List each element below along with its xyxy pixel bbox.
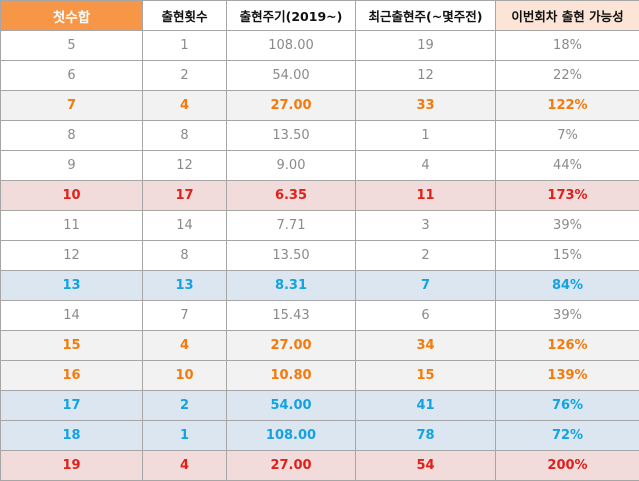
cell-first-sum: 8 (0, 120, 143, 151)
cell-count: 1 (142, 30, 227, 61)
cell-recent: 1 (355, 120, 496, 151)
cell-probability: 139% (495, 360, 639, 391)
cell-recent: 7 (355, 270, 496, 301)
cell-first-sum: 7 (0, 90, 143, 121)
table-row: 17 2 54.00 41 76% (0, 390, 639, 421)
cell-recent: 41 (355, 390, 496, 421)
header-probability: 이번회차 출현 가능성 (495, 0, 639, 31)
cell-first-sum: 5 (0, 30, 143, 61)
cell-recent: 34 (355, 330, 496, 361)
cell-probability: 18% (495, 30, 639, 61)
table-header: 첫수합 출현횟수 출현주기(2019~) 최근출현주(~몇주전) 이번회차 출현… (0, 0, 639, 31)
cell-count: 12 (142, 150, 227, 181)
cell-count: 1 (142, 420, 227, 451)
table-row: 7 4 27.00 33 122% (0, 90, 639, 121)
cell-recent: 19 (355, 30, 496, 61)
cell-cycle: 108.00 (226, 420, 356, 451)
cell-cycle: 54.00 (226, 390, 356, 421)
header-cycle: 출현주기(2019~) (226, 0, 356, 31)
cell-first-sum: 14 (0, 300, 143, 331)
table-body: 5 1 108.00 19 18% 6 2 54.00 12 22% 7 4 27.00 33 122% 8 8… (0, 30, 639, 481)
cell-probability: 200% (495, 450, 639, 481)
cell-cycle: 15.43 (226, 300, 356, 331)
cell-count: 2 (142, 390, 227, 421)
cell-recent: 4 (355, 150, 496, 181)
cell-cycle: 9.00 (226, 150, 356, 181)
cell-first-sum: 9 (0, 150, 143, 181)
table-row: 18 1 108.00 78 72% (0, 420, 639, 451)
cell-probability: 126% (495, 330, 639, 361)
table-row: 19 4 27.00 54 200% (0, 450, 639, 481)
table-row: 6 2 54.00 12 22% (0, 60, 639, 91)
table-row: 13 13 8.31 7 84% (0, 270, 639, 301)
cell-cycle: 54.00 (226, 60, 356, 91)
cell-count: 8 (142, 120, 227, 151)
cell-first-sum: 10 (0, 180, 143, 211)
cell-probability: 84% (495, 270, 639, 301)
cell-cycle: 6.35 (226, 180, 356, 211)
cell-recent: 54 (355, 450, 496, 481)
cell-first-sum: 16 (0, 360, 143, 391)
cell-first-sum: 19 (0, 450, 143, 481)
header-first-sum: 첫수합 (0, 0, 143, 31)
cell-first-sum: 11 (0, 210, 143, 241)
cell-cycle: 108.00 (226, 30, 356, 61)
cell-probability: 39% (495, 210, 639, 241)
cell-first-sum: 6 (0, 60, 143, 91)
cell-recent: 15 (355, 360, 496, 391)
cell-count: 14 (142, 210, 227, 241)
cell-count: 10 (142, 360, 227, 391)
cell-recent: 3 (355, 210, 496, 241)
table-row: 12 8 13.50 2 15% (0, 240, 639, 271)
cell-recent: 6 (355, 300, 496, 331)
cell-count: 4 (142, 90, 227, 121)
cell-count: 4 (142, 450, 227, 481)
cell-count: 7 (142, 300, 227, 331)
cell-recent: 33 (355, 90, 496, 121)
cell-probability: 22% (495, 60, 639, 91)
cell-count: 13 (142, 270, 227, 301)
cell-count: 2 (142, 60, 227, 91)
cell-cycle: 27.00 (226, 90, 356, 121)
cell-count: 17 (142, 180, 227, 211)
header-recent: 최근출현주(~몇주전) (355, 0, 496, 31)
cell-cycle: 8.31 (226, 270, 356, 301)
table-row: 9 12 9.00 4 44% (0, 150, 639, 181)
cell-recent: 11 (355, 180, 496, 211)
cell-probability: 72% (495, 420, 639, 451)
cell-recent: 78 (355, 420, 496, 451)
cell-probability: 15% (495, 240, 639, 271)
cell-first-sum: 18 (0, 420, 143, 451)
cell-cycle: 27.00 (226, 450, 356, 481)
cell-cycle: 27.00 (226, 330, 356, 361)
cell-count: 4 (142, 330, 227, 361)
cell-cycle: 13.50 (226, 240, 356, 271)
table-row: 15 4 27.00 34 126% (0, 330, 639, 361)
cell-probability: 173% (495, 180, 639, 211)
cell-first-sum: 13 (0, 270, 143, 301)
cell-first-sum: 12 (0, 240, 143, 271)
table-row: 8 8 13.50 1 7% (0, 120, 639, 151)
table-row: 5 1 108.00 19 18% (0, 30, 639, 61)
cell-cycle: 13.50 (226, 120, 356, 151)
table-row: 16 10 10.80 15 139% (0, 360, 639, 391)
table-row: 10 17 6.35 11 173% (0, 180, 639, 211)
header-row: 첫수합 출현횟수 출현주기(2019~) 최근출현주(~몇주전) 이번회차 출현… (0, 0, 639, 31)
cell-probability: 44% (495, 150, 639, 181)
cell-probability: 7% (495, 120, 639, 151)
cell-recent: 2 (355, 240, 496, 271)
cell-probability: 39% (495, 300, 639, 331)
cell-count: 8 (142, 240, 227, 271)
header-count: 출현횟수 (142, 0, 227, 31)
cell-cycle: 10.80 (226, 360, 356, 391)
cell-probability: 76% (495, 390, 639, 421)
table-row: 11 14 7.71 3 39% (0, 210, 639, 241)
table-row: 14 7 15.43 6 39% (0, 300, 639, 331)
cell-probability: 122% (495, 90, 639, 121)
cell-first-sum: 17 (0, 390, 143, 421)
cell-recent: 12 (355, 60, 496, 91)
cell-first-sum: 15 (0, 330, 143, 361)
cell-cycle: 7.71 (226, 210, 356, 241)
